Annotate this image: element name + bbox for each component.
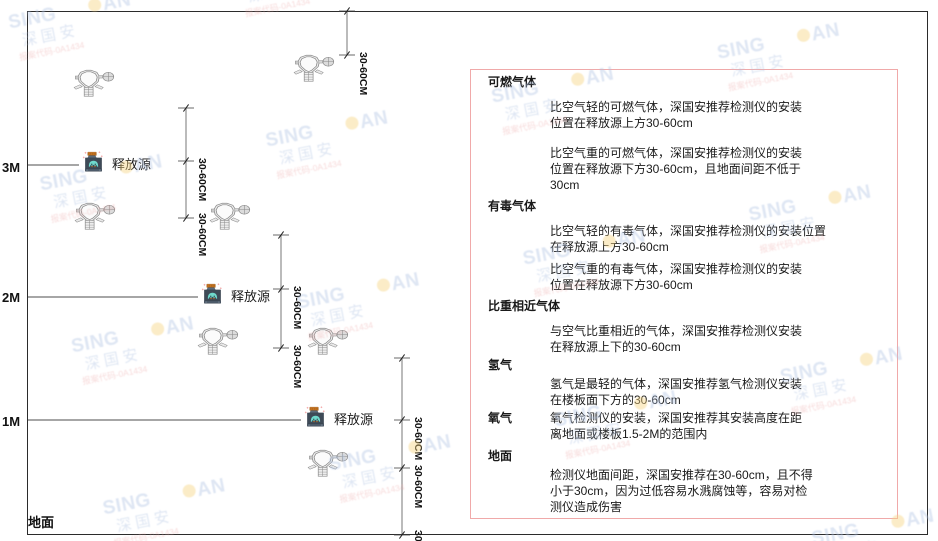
svg-text:释放源: 释放源 [112, 157, 151, 172]
svg-text:30-60CM: 30-60CM [357, 52, 369, 95]
svg-text:30-60CM: 30-60CM [196, 213, 208, 256]
svg-text:释放源: 释放源 [334, 412, 373, 427]
svg-text:30-60CM: 30-60CM [196, 158, 208, 201]
svg-text:30-60CM: 30-60CM [412, 417, 424, 460]
svg-text:30-60CM: 30-60CM [412, 530, 424, 541]
svg-text:30-60CM: 30-60CM [291, 286, 303, 329]
svg-text:30-60CM: 30-60CM [412, 465, 424, 508]
svg-text:30-60CM: 30-60CM [291, 345, 303, 388]
svg-text:释放源: 释放源 [231, 289, 270, 304]
